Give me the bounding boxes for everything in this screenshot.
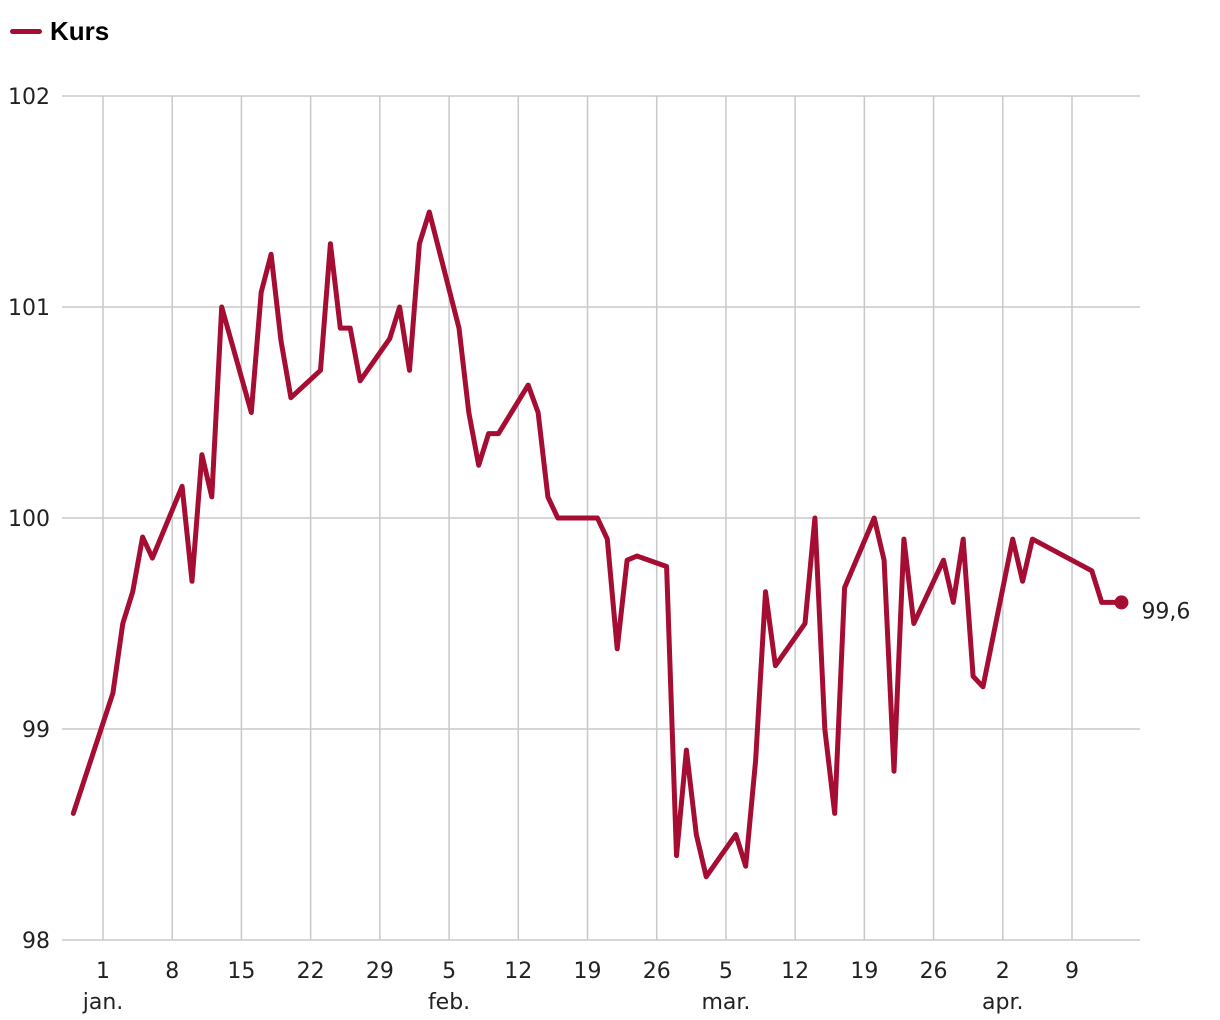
x-tick-label-9: 5 — [719, 959, 733, 984]
x-tick-label-7: 19 — [574, 959, 602, 984]
x-tick-label-5: 5 — [442, 959, 456, 984]
last-value-label: 99,6 — [1141, 599, 1190, 624]
x-axis: 1 jan. 8 15 22 29 5 feb. 12 19 26 5 mar. 12 19 26 2 apr. 9 — [82, 959, 1079, 1015]
last-point-marker — [1114, 595, 1129, 610]
legend-label: Kurs — [50, 16, 110, 46]
x-month-label-13: apr. — [982, 990, 1023, 1015]
y-tick-label-102: 102 — [8, 85, 50, 110]
x-tick-label-14: 9 — [1065, 959, 1079, 984]
x-tick-label-2: 15 — [227, 959, 255, 984]
x-tick-label-0: 1 — [96, 959, 110, 984]
x-tick-label-13: 2 — [996, 959, 1010, 984]
y-axis: 98 99 100 101 102 — [8, 85, 50, 954]
series-layer: 99,6 — [70, 209, 1190, 880]
x-tick-label-8: 26 — [643, 959, 671, 984]
x-month-label-5: feb. — [428, 990, 470, 1015]
x-tick-label-12: 26 — [920, 959, 948, 984]
x-tick-label-1: 8 — [165, 959, 179, 984]
x-tick-label-4: 29 — [366, 959, 394, 984]
legend: Kurs — [10, 16, 109, 47]
x-tick-label-6: 12 — [504, 959, 532, 984]
legend-swatch — [10, 29, 42, 34]
x-tick-label-3: 22 — [297, 959, 325, 984]
y-tick-label-100: 100 — [8, 507, 50, 532]
series-line-0 — [70, 209, 1124, 880]
y-tick-label-98: 98 — [22, 929, 50, 954]
x-month-label-0: jan. — [82, 990, 124, 1015]
grid — [62, 95, 1140, 941]
x-month-label-9: mar. — [701, 990, 750, 1015]
x-tick-label-11: 19 — [850, 959, 878, 984]
x-tick-label-10: 12 — [781, 959, 809, 984]
y-tick-label-101: 101 — [8, 296, 50, 321]
y-tick-label-99: 99 — [22, 718, 50, 743]
